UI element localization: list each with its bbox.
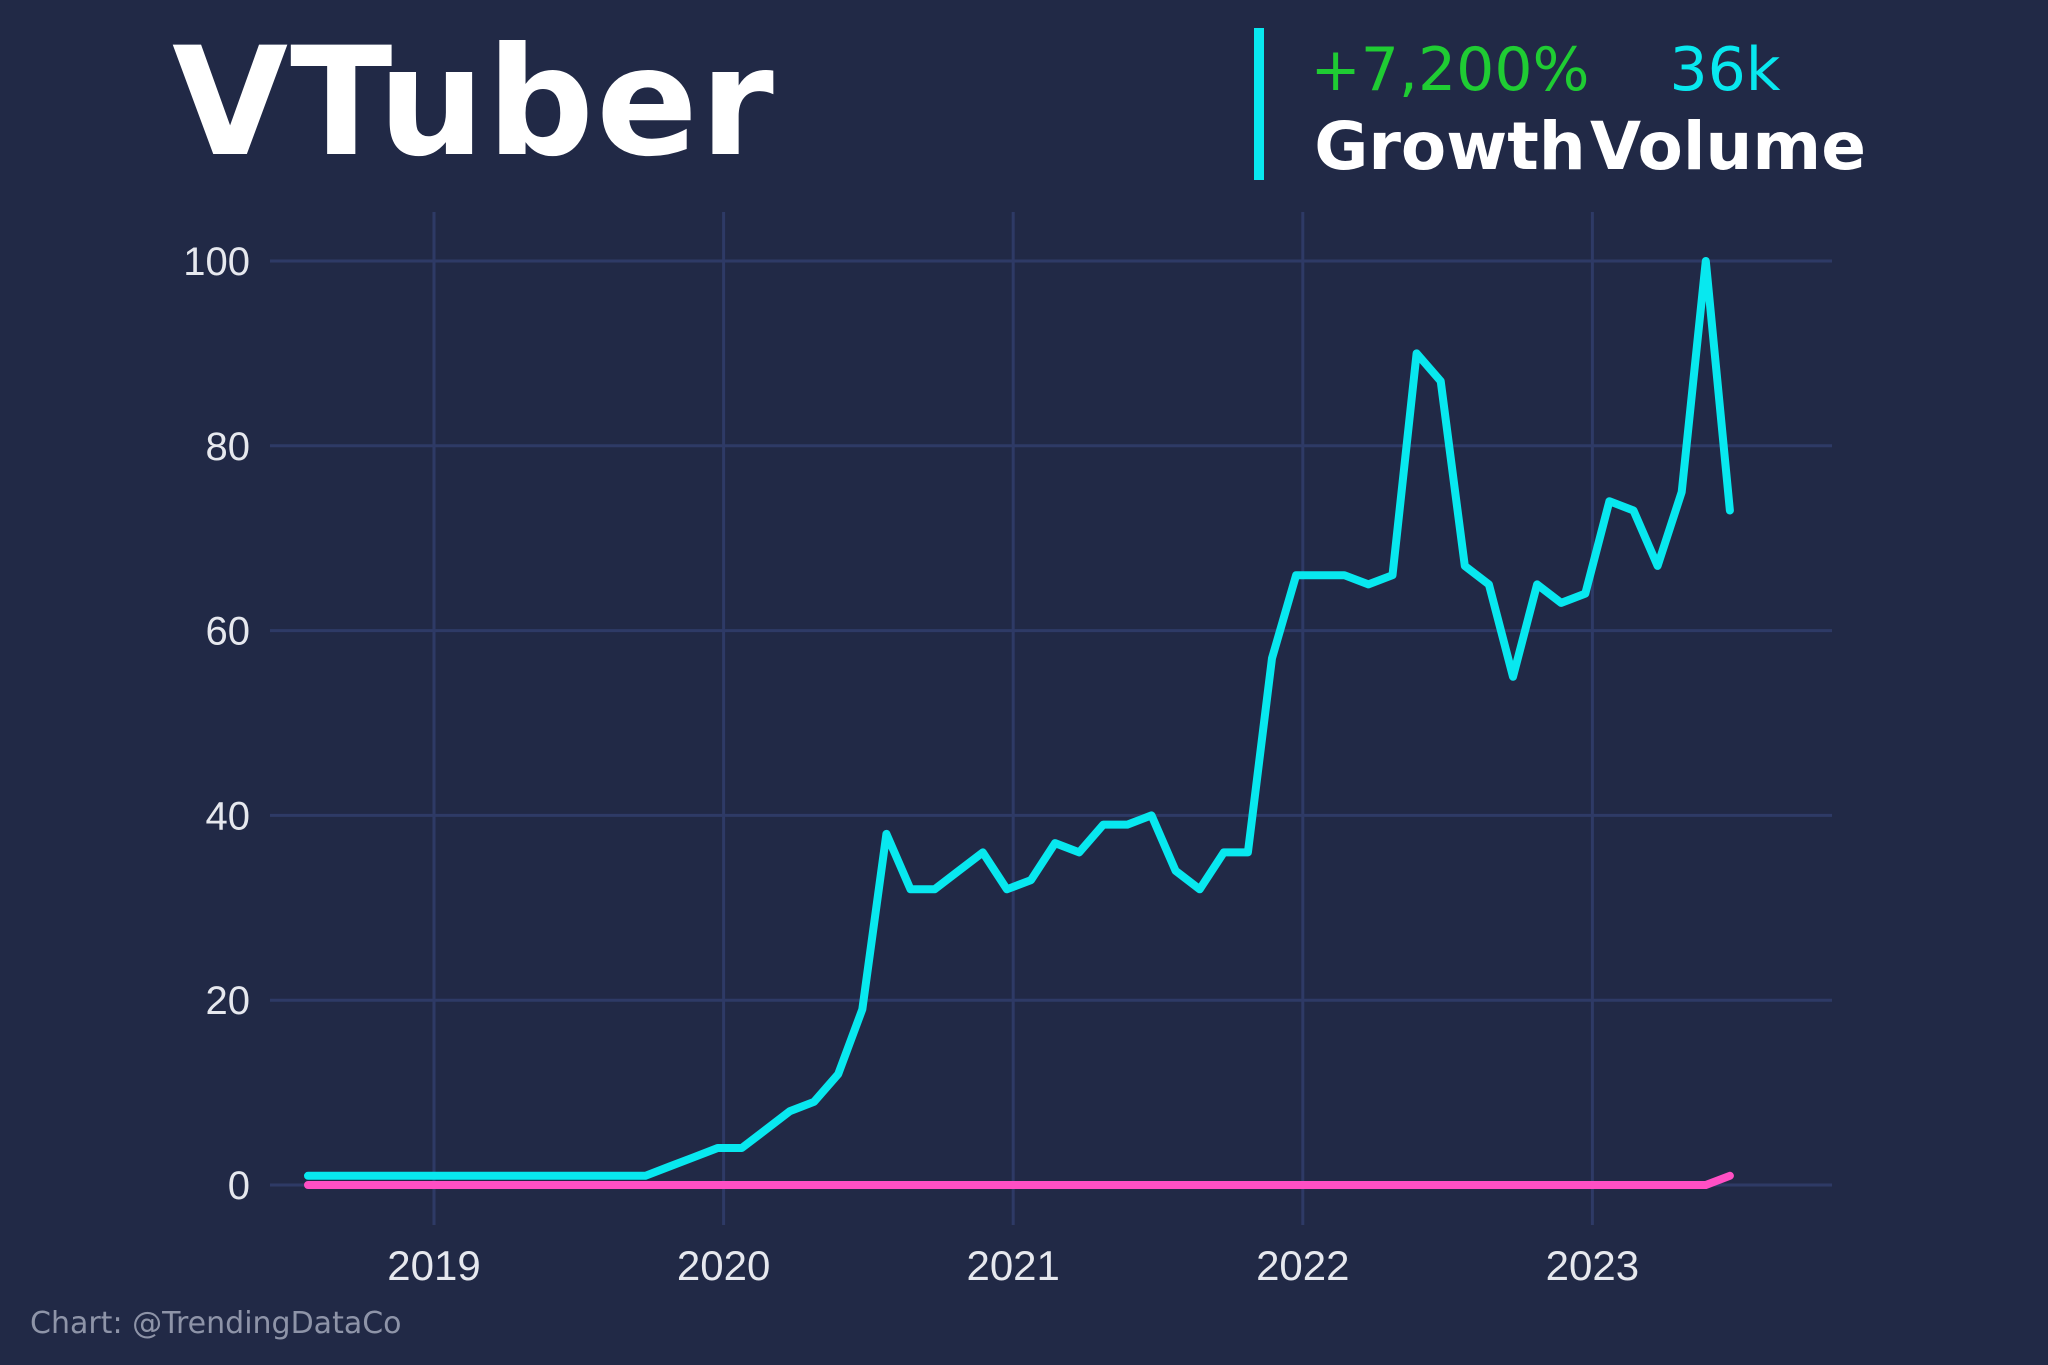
chart-credit: Chart: @TrendingDataCo — [30, 1306, 402, 1341]
series-line-2 — [304, 1171, 1734, 1189]
y-tick-label: 0 — [228, 1164, 250, 1208]
series-line-1 — [304, 257, 1734, 1180]
growth-value: +7,200% — [1310, 35, 1590, 105]
volume-label: Volume — [1590, 108, 1866, 185]
header-divider — [1254, 28, 1264, 180]
y-tick-label: 20 — [206, 979, 251, 1023]
growth-stat: +7,200% Growth — [1300, 40, 1600, 180]
x-tick-label: 2021 — [966, 1242, 1059, 1289]
y-tick-label: 60 — [206, 610, 251, 654]
growth-label: Growth — [1314, 108, 1586, 185]
y-tick-label: 80 — [206, 425, 251, 469]
y-tick-label: 40 — [206, 794, 251, 838]
chart-title: VTuber — [172, 16, 776, 190]
x-tick-label: 2022 — [1256, 1242, 1349, 1289]
x-tick-label: 2020 — [677, 1242, 770, 1289]
volume-stat: 36k Volume — [1590, 35, 1866, 185]
x-tick-label: 2019 — [387, 1242, 480, 1289]
volume-value: 36k — [1669, 35, 1781, 105]
x-tick-label: 2023 — [1546, 1242, 1639, 1289]
y-tick-label: 100 — [183, 240, 250, 284]
